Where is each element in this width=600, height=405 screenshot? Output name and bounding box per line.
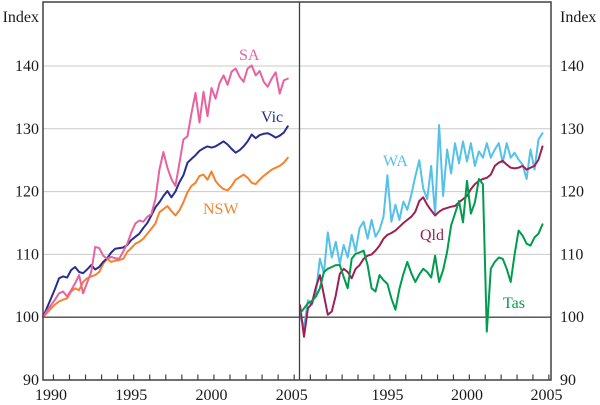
y-tick-label-left-110: 110 [16, 246, 39, 263]
y-tick-label-left-90: 90 [23, 372, 39, 389]
y-axis-title-right: Index [560, 9, 596, 26]
plot-frame [42, 1, 552, 381]
y-tick-label-right-110: 110 [560, 246, 583, 263]
x-tick-label-2000: 2000 [451, 387, 483, 404]
series-label-nsw: NSW [203, 201, 239, 218]
series-label-tas: Tas [503, 295, 525, 312]
y-tick-label-left-130: 130 [15, 121, 39, 138]
x-tick-label-1995: 1995 [372, 387, 404, 404]
series-line-tas [299, 178, 544, 333]
series-label-vic: Vic [261, 109, 283, 126]
y-tick-label-right-100: 100 [560, 309, 584, 326]
y-axis-labels: 140 140 130 130 120 120 110 110 100 100 90 90 [15, 58, 584, 389]
y-tick-label-right-130: 130 [560, 121, 584, 138]
y-tick-label-left-140: 140 [15, 58, 39, 75]
series-labels: NSW Vic SA WA Qld Tas [203, 47, 525, 312]
series-label-wa: WA [383, 153, 408, 170]
series-label-sa: SA [239, 47, 260, 64]
series-line-wa [299, 124, 544, 329]
x-tick-label-2000: 2000 [196, 387, 228, 404]
x-tick-label-2005: 2005 [531, 387, 563, 404]
series-line-vic [42, 125, 289, 319]
y-tick-label-left-120: 120 [15, 184, 39, 201]
series-line-sa [42, 64, 289, 319]
series-lines [42, 64, 544, 338]
x-tick-label-1990: 1990 [35, 387, 67, 404]
x-axis-labels: 1990 1995 2000 2005 1995 2000 2005 [35, 387, 563, 404]
x-tick-label-1995: 1995 [115, 387, 147, 404]
series-line-qld [299, 145, 544, 338]
x-tick-label-2005: 2005 [276, 387, 308, 404]
series-label-qld: Qld [420, 227, 444, 244]
series-line-nsw [42, 156, 289, 319]
y-tick-label-right-90: 90 [560, 372, 576, 389]
y-tick-label-right-120: 120 [560, 184, 584, 201]
y-tick-label-left-100: 100 [15, 309, 39, 326]
y-tick-label-right-140: 140 [560, 58, 584, 75]
x-axis-ticks [52, 374, 550, 380]
gridlines [43, 65, 551, 318]
y-axis-title-left: Index [3, 9, 39, 26]
